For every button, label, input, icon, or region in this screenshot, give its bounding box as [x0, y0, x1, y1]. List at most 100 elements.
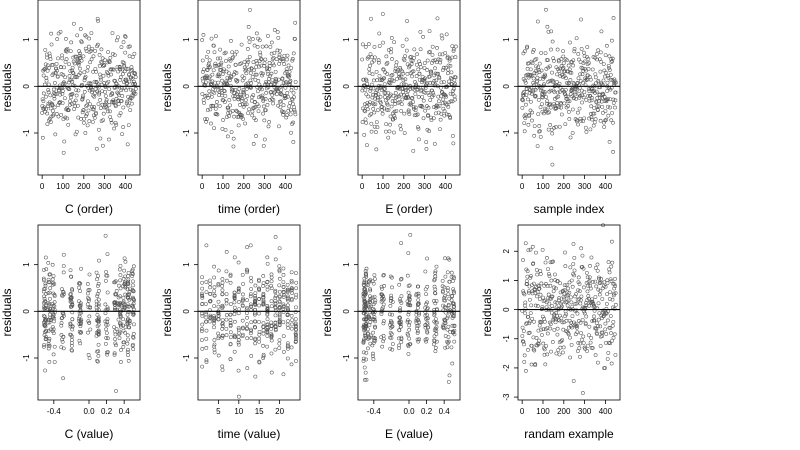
data-point	[95, 42, 100, 47]
data-point	[386, 108, 391, 113]
data-point	[368, 316, 372, 321]
data-point	[261, 111, 265, 116]
data-point	[397, 282, 402, 287]
data-point	[443, 306, 448, 310]
data-point	[120, 94, 125, 98]
data-point	[265, 304, 270, 308]
data-point	[237, 300, 241, 304]
data-point	[384, 129, 388, 134]
data-point	[610, 59, 615, 63]
data-point	[121, 317, 125, 322]
data-point	[398, 299, 403, 303]
data-point	[260, 73, 264, 78]
data-point	[384, 122, 389, 126]
data-point	[434, 332, 439, 337]
data-point	[241, 298, 245, 302]
data-point	[127, 290, 132, 295]
data-point	[285, 313, 290, 318]
data-point	[212, 289, 217, 294]
data-point	[200, 314, 205, 318]
data-point	[271, 98, 276, 102]
data-point	[248, 292, 253, 296]
data-point	[368, 278, 373, 282]
data-point	[399, 74, 404, 79]
data-point	[423, 108, 428, 113]
data-point	[133, 82, 138, 87]
data-point	[61, 346, 66, 351]
data-point	[439, 80, 444, 85]
data-point	[235, 78, 240, 83]
data-point	[433, 287, 438, 292]
data-point	[232, 255, 237, 260]
data-point	[126, 325, 131, 329]
data-point	[107, 60, 112, 64]
data-point	[112, 53, 117, 57]
data-point	[285, 91, 290, 95]
data-point	[216, 353, 221, 358]
data-point	[122, 256, 127, 261]
data-point	[613, 80, 618, 85]
data-point	[291, 102, 295, 106]
data-point	[87, 314, 92, 319]
data-point	[262, 61, 267, 66]
data-point	[551, 80, 555, 84]
data-point	[107, 87, 112, 91]
data-point	[253, 291, 258, 295]
data-point	[97, 289, 101, 293]
data-point	[579, 46, 584, 51]
data-point	[60, 89, 65, 93]
data-point	[432, 284, 437, 289]
data-point	[226, 64, 231, 69]
data-point	[212, 319, 216, 323]
data-point	[45, 55, 49, 60]
data-point	[523, 78, 527, 83]
data-point	[419, 87, 424, 92]
data-point	[118, 67, 123, 71]
data-point	[453, 55, 458, 60]
data-point	[265, 284, 270, 289]
data-point	[446, 105, 451, 109]
data-point	[118, 314, 123, 318]
data-point	[400, 43, 405, 48]
data-point	[215, 112, 220, 117]
data-point	[46, 90, 51, 95]
data-point	[445, 286, 450, 290]
data-point	[407, 295, 411, 300]
data-point	[435, 104, 440, 109]
data-point	[118, 286, 123, 291]
data-point	[68, 49, 73, 53]
data-point	[269, 370, 274, 375]
data-point	[289, 288, 294, 293]
data-point	[49, 31, 54, 36]
data-point	[611, 16, 616, 20]
plot-frame	[197, 0, 301, 176]
data-point	[261, 291, 266, 296]
data-point	[245, 315, 249, 320]
x-tick-label: 0	[520, 407, 525, 416]
data-point	[273, 302, 278, 306]
data-point	[286, 298, 290, 303]
data-point	[91, 93, 96, 98]
data-point	[379, 88, 384, 92]
data-point	[78, 341, 83, 346]
data-point	[200, 92, 205, 96]
data-point	[292, 108, 297, 112]
data-point	[61, 376, 65, 381]
data-point	[361, 356, 366, 361]
data-point	[102, 63, 107, 68]
data-point	[104, 342, 108, 346]
data-point	[87, 320, 91, 325]
data-point	[446, 256, 451, 261]
data-point	[362, 83, 367, 88]
data-point	[60, 287, 64, 292]
plot-frame	[37, 0, 141, 176]
x-tick-label: 300	[258, 182, 272, 191]
data-point	[286, 94, 290, 99]
data-point	[372, 310, 377, 314]
data-point	[397, 328, 402, 333]
data-point	[44, 267, 49, 272]
data-point	[278, 105, 283, 110]
plot-frame	[517, 0, 621, 176]
data-point	[597, 99, 602, 104]
data-point	[130, 55, 135, 59]
